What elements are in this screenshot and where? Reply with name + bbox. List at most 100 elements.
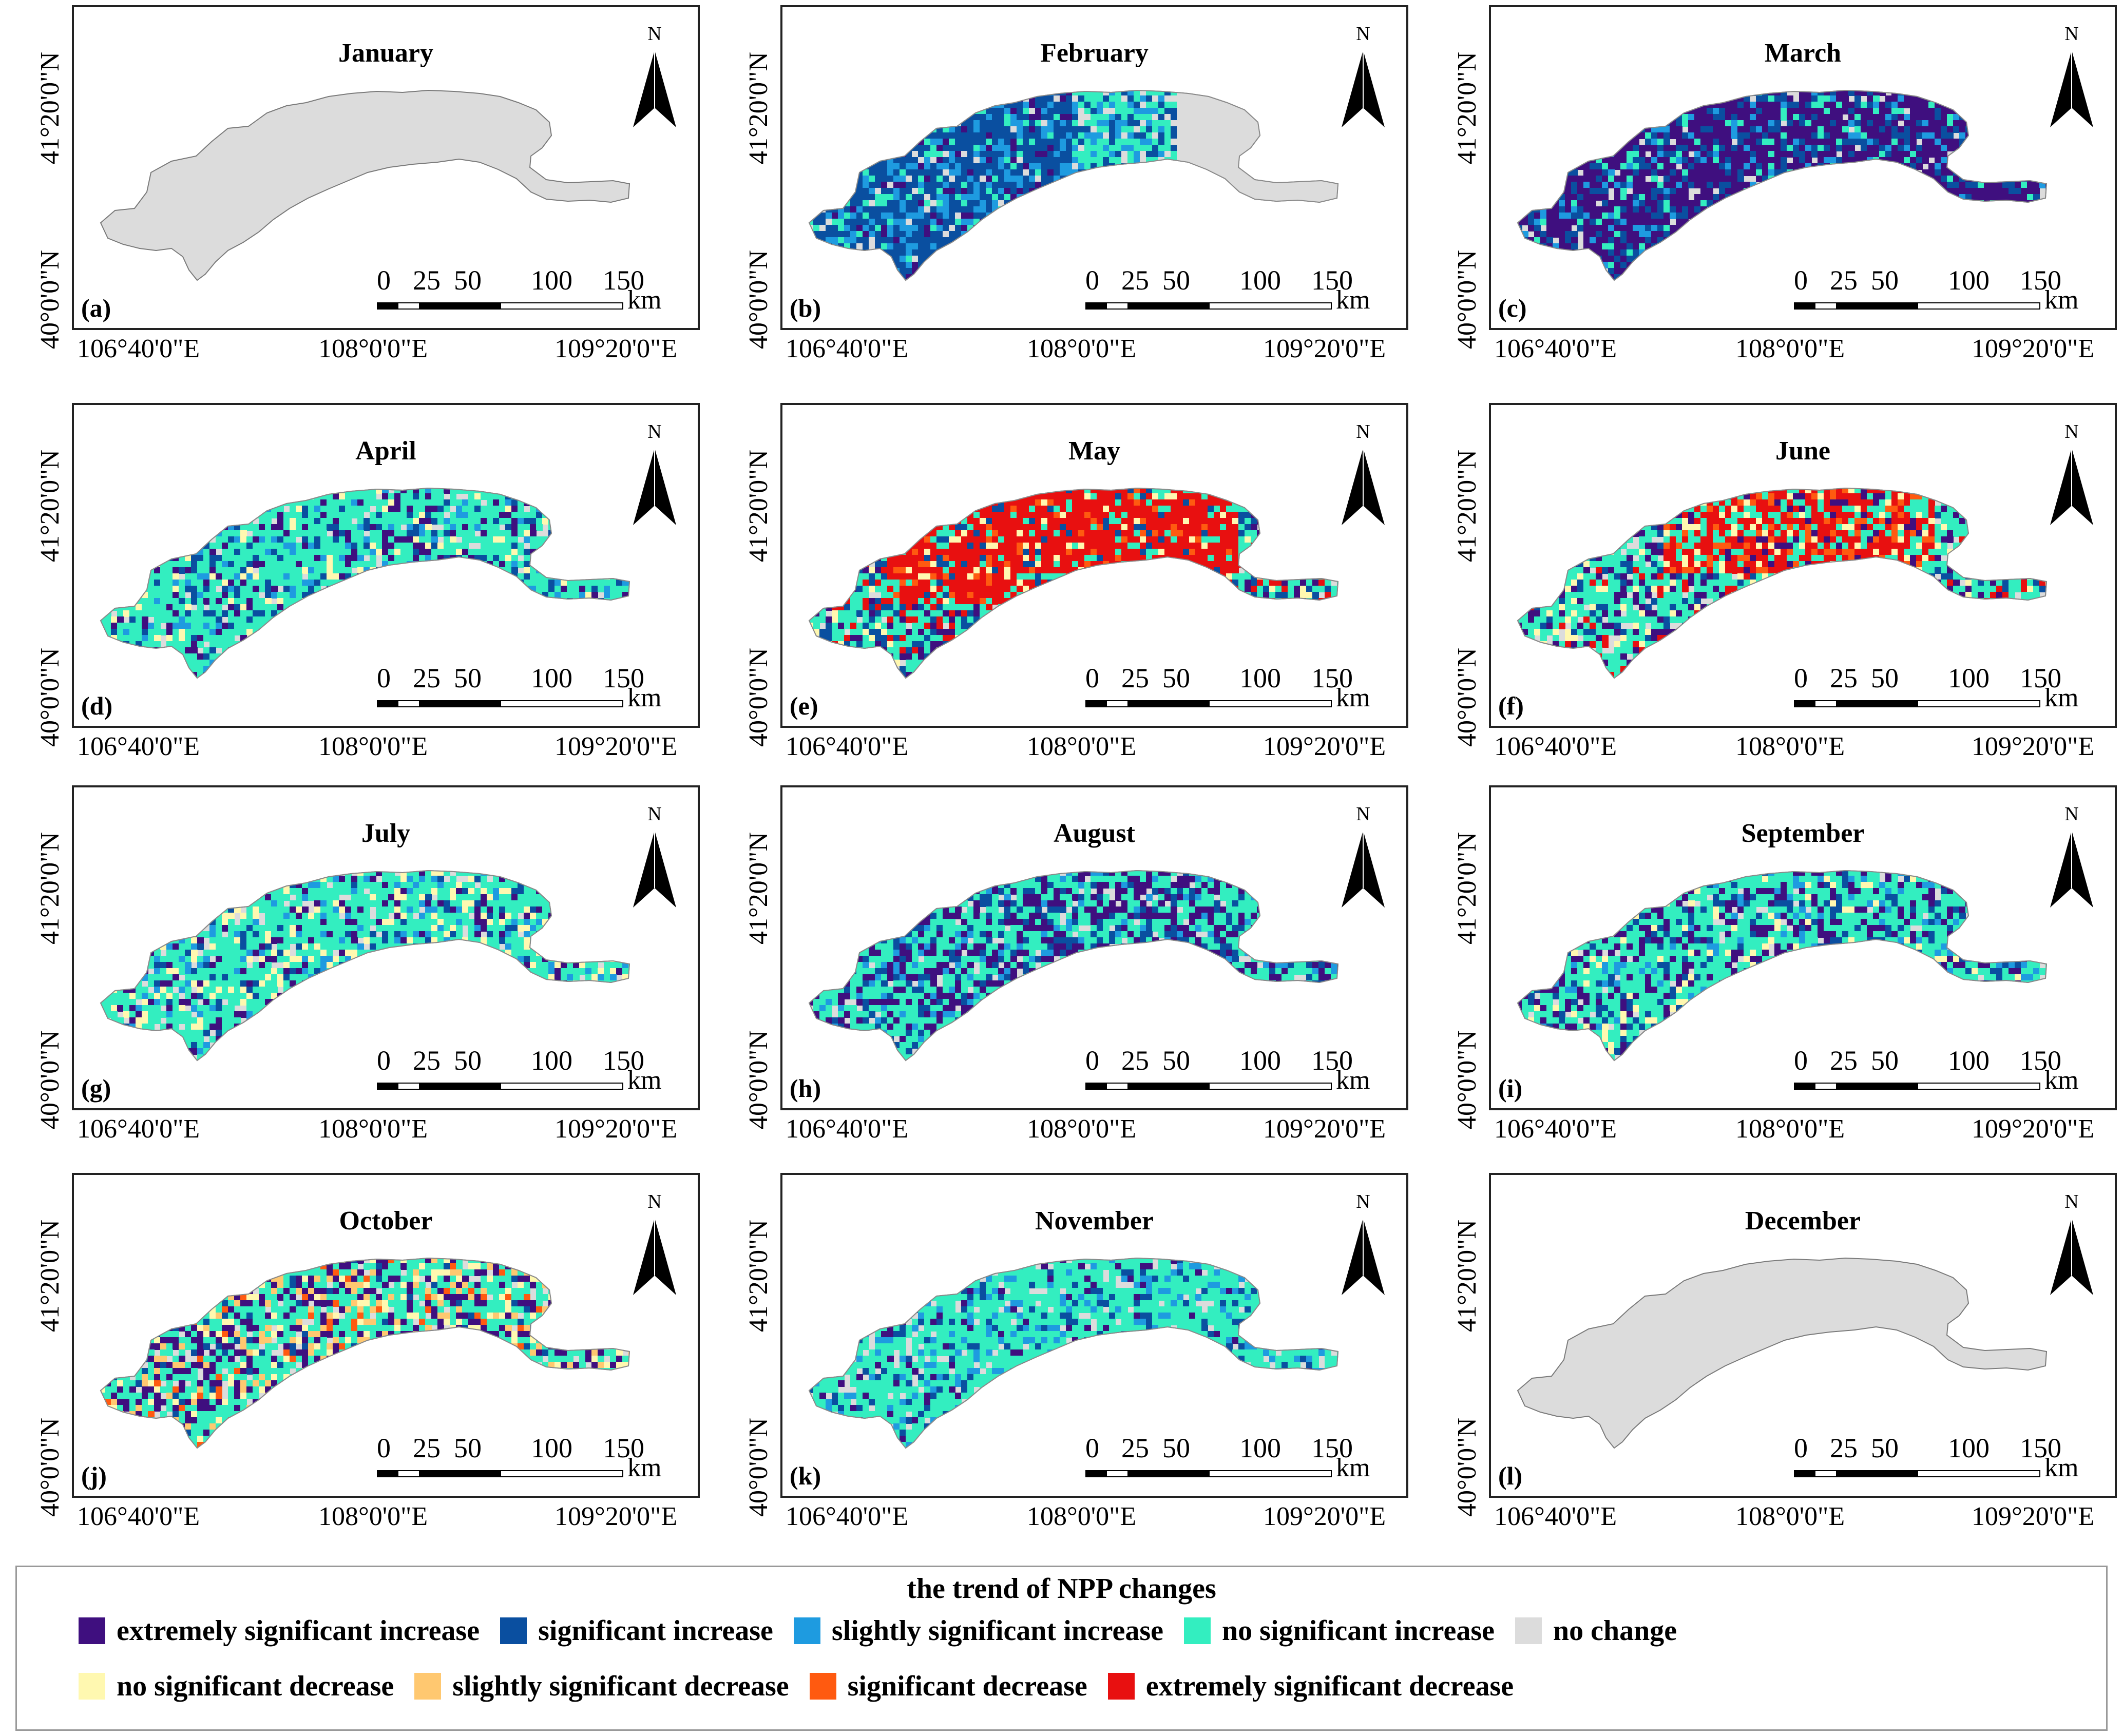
region-map (808, 487, 1339, 679)
north-arrow-icon: N (1337, 803, 1389, 911)
longitude-label: 108°0'0"E (1735, 334, 1845, 364)
scale-tick: 100 (1239, 264, 1281, 296)
longitude-label: 106°40'0"E (77, 1501, 200, 1532)
longitude-label: 108°0'0"E (1735, 1114, 1845, 1144)
longitude-label: 106°40'0"E (1494, 1114, 1617, 1144)
scale-tick: 150 (2020, 1432, 2061, 1464)
map-frame: April (d) N 0 25 50 100 150 km (72, 403, 700, 728)
legend-label: significant increase (538, 1614, 773, 1647)
map-frame: February (b) N 0 25 50 100 150 km (780, 5, 1408, 330)
longitude-label: 108°0'0"E (1735, 1501, 1845, 1532)
longitude-label: 109°20'0"E (1263, 334, 1386, 364)
month-title: July (74, 818, 698, 848)
scale-tick: 0 (1085, 1432, 1099, 1464)
legend-item-ssd: slightly significant decrease (414, 1670, 789, 1703)
scale-tick: 25 (1830, 662, 1858, 694)
longitude-label: 106°40'0"E (786, 731, 908, 762)
map-panel-april: 41°20'0"N 40°0'0"N April (d) N 0 25 50 100 150 km 1… (0, 398, 705, 788)
scale-unit: km (2044, 285, 2078, 315)
scale-bar: 0 25 50 100 150 km (1794, 662, 2081, 713)
longitude-label: 108°0'0"E (1027, 1501, 1136, 1532)
longitude-label: 108°0'0"E (1027, 731, 1136, 762)
scale-tick: 0 (1794, 264, 1808, 296)
north-arrow-icon: N (1337, 420, 1389, 528)
panel-letter: (e) (790, 691, 818, 721)
scale-tick: 100 (1948, 264, 1990, 296)
panel-letter: (b) (790, 293, 821, 323)
panel-letter: (h) (790, 1073, 821, 1103)
scale-tick: 0 (1085, 662, 1099, 694)
scale-bar: 0 25 50 100 150 km (1794, 264, 2081, 316)
scale-tick: 100 (1239, 1432, 1281, 1464)
scale-tick: 0 (377, 662, 391, 694)
legend-item-nsi: no significant increase (1184, 1614, 1495, 1647)
scale-bar: 0 25 50 100 150 km (377, 1432, 664, 1483)
scale-tick: 50 (1871, 1432, 1899, 1464)
trend-raster (809, 488, 1338, 678)
trend-raster (809, 90, 1338, 280)
legend-swatch (1515, 1617, 1542, 1644)
scale-tick: 150 (1311, 1432, 1353, 1464)
scale-unit: km (2044, 683, 2078, 713)
scale-unit: km (627, 285, 661, 315)
legend-item-nc: no change (1515, 1614, 1677, 1647)
panel-letter: (f) (1498, 691, 1524, 721)
scale-unit: km (1336, 683, 1370, 713)
month-title: September (1491, 818, 2115, 848)
legend-swatch (809, 1673, 836, 1700)
scale-tick: 100 (1239, 1045, 1281, 1076)
region-map (100, 870, 630, 1062)
panel-letter: (k) (790, 1461, 821, 1491)
legend-label: significant decrease (848, 1670, 1087, 1703)
scale-tick: 150 (2020, 662, 2061, 694)
legend-row-1: extremely significant increase significan… (79, 1614, 1697, 1647)
scale-unit: km (1336, 1065, 1370, 1095)
longitude-label: 109°20'0"E (1972, 731, 2094, 762)
region-map (808, 1257, 1339, 1449)
month-title: October (74, 1206, 698, 1236)
north-arrow-icon: N (629, 1190, 680, 1298)
legend-swatch (500, 1617, 527, 1644)
legend-title: the trend of NPP changes (17, 1572, 2106, 1605)
scale-tick: 150 (2020, 264, 2061, 296)
region-map (100, 1257, 630, 1449)
longitude-label: 108°0'0"E (318, 1501, 428, 1532)
map-frame: December (l) N 0 25 50 100 150 km (1489, 1173, 2117, 1498)
map-panel-december: 41°20'0"N 40°0'0"N December (l) N 0 25 50 100 150… (1417, 1168, 2122, 1558)
month-title: January (74, 38, 698, 68)
scale-tick: 25 (413, 1045, 441, 1076)
map-frame: July (g) N 0 25 50 100 150 km (72, 785, 700, 1110)
legend-item-si: significant increase (500, 1614, 773, 1647)
longitude-label: 108°0'0"E (1735, 731, 1845, 762)
scale-tick: 0 (377, 264, 391, 296)
scale-tick: 25 (1830, 1432, 1858, 1464)
month-title: March (1491, 38, 2115, 68)
longitude-label: 109°20'0"E (554, 1501, 677, 1532)
legend-swatch (793, 1617, 820, 1644)
longitude-label: 106°40'0"E (786, 1501, 908, 1532)
trend-raster (1518, 90, 2047, 280)
panel-letter: (d) (81, 691, 112, 721)
map-frame: August (h) N 0 25 50 100 150 km (780, 785, 1408, 1110)
scale-tick: 150 (603, 264, 644, 296)
scale-unit: km (1336, 285, 1370, 315)
trend-raster (1518, 871, 2047, 1060)
longitude-label: 106°40'0"E (77, 334, 200, 364)
map-frame: January (a) N 0 25 50 100 150 km (72, 5, 700, 330)
north-arrow-icon: N (629, 420, 680, 528)
north-arrow-icon: N (2046, 803, 2097, 911)
legend-item-esd: extremely significant decrease (1107, 1670, 1514, 1703)
scale-tick: 0 (1794, 662, 1808, 694)
map-frame: October (j) N 0 25 50 100 150 km (72, 1173, 700, 1498)
month-title: February (782, 38, 1406, 68)
legend-label: extremely significant increase (117, 1614, 480, 1647)
longitude-label: 108°0'0"E (1027, 334, 1136, 364)
scale-tick: 0 (1085, 1045, 1099, 1076)
map-panel-september: 41°20'0"N 40°0'0"N September (i) N 0 25 50 100 15… (1417, 780, 2122, 1170)
map-frame: March (c) N 0 25 50 100 150 km (1489, 5, 2117, 330)
map-panel-august: 41°20'0"N 40°0'0"N August (h) N 0 25 50 100 150 km… (709, 780, 1413, 1170)
month-title: December (1491, 1206, 2115, 1236)
longitude-label: 109°20'0"E (554, 334, 677, 364)
scale-tick: 100 (531, 1045, 572, 1076)
trend-raster (101, 871, 629, 1060)
